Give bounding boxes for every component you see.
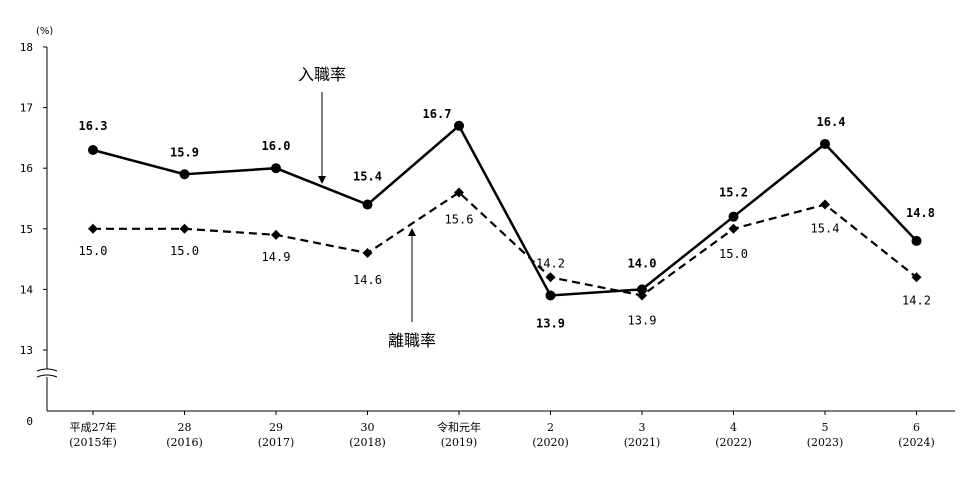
data-label-separation-rate: 15.0 [719, 247, 748, 261]
x-tick-label-year: (2020) [532, 436, 569, 449]
data-label-separation-rate: 15.4 [811, 222, 840, 236]
data-label-entry-rate: 13.9 [536, 316, 565, 330]
data-label-entry-rate: 16.7 [423, 107, 452, 121]
y-tick-label: 17 [20, 102, 33, 115]
annotation-entry-rate: 入職率 [298, 65, 346, 84]
data-label-separation-rate: 14.9 [262, 250, 291, 264]
y-tick-label: 0 [26, 415, 33, 428]
y-tick-label: 16 [20, 162, 33, 175]
series-line-entry-rate [92, 123, 918, 297]
x-tick-label: 5 [822, 421, 829, 434]
data-point-entry-rate [637, 284, 647, 295]
data-point-separation-rate [637, 290, 647, 301]
x-tick-label: 2 [547, 421, 554, 434]
data-point-separation-rate [362, 248, 373, 259]
y-tick-label: 18 [20, 41, 33, 54]
data-point-entry-rate [820, 138, 830, 149]
data-label-separation-rate: 14.2 [902, 293, 931, 307]
y-axis-unit-label: (%) [36, 26, 53, 37]
data-label-separation-rate: 13.9 [628, 313, 657, 327]
data-point-separation-rate [88, 223, 98, 234]
data-label-entry-rate: 15.2 [719, 186, 748, 200]
y-axis: 18 17 16 15 14 13 0 [20, 41, 58, 428]
data-label-entry-rate: 14.0 [628, 256, 657, 270]
x-tick-label-year: (2022) [715, 436, 752, 449]
x-tick-label-year: (2016) [166, 436, 203, 449]
x-tick-label: 30 [361, 421, 375, 434]
series-line-separation-rate [93, 191, 918, 297]
y-tick-label: 15 [20, 223, 33, 236]
y-tick-label: 13 [20, 344, 33, 357]
y-tick-label: 14 [20, 283, 34, 296]
data-label-entry-rate: 14.8 [906, 206, 935, 220]
x-tick-label: 令和元年 [437, 420, 481, 434]
data-point-entry-rate [88, 145, 98, 156]
x-tick-label-year: (2021) [624, 436, 661, 449]
data-point-entry-rate [179, 169, 190, 180]
x-tick-label: 6 [913, 421, 920, 434]
data-point-separation-rate [179, 223, 190, 234]
x-tick-label: 3 [639, 421, 646, 434]
x-tick-label-year: (2024) [898, 436, 935, 449]
data-label-entry-rate: 16.4 [817, 115, 846, 129]
data-label-entry-rate: 16.0 [262, 139, 291, 153]
data-label-layer: 16.3 15.9 16.0 15.4 16.7 13.9 14.0 15.2 16.4 14.8… [79, 107, 935, 331]
data-point-entry-rate [911, 235, 922, 246]
x-axis: 平成27年(2015年) 28 (2016) 29 (2017) 30 (2018) 令和元年… [47, 410, 955, 449]
data-point-entry-rate [362, 199, 373, 210]
x-tick-label: 28 [178, 421, 192, 434]
x-tick-label-year: (2019) [441, 436, 478, 449]
data-label-entry-rate: 15.9 [170, 145, 199, 159]
data-point-separation-rate [545, 272, 556, 283]
axis-break-mark-lower [36, 374, 58, 378]
data-point-entry-rate [728, 211, 739, 222]
data-point-separation-rate [820, 199, 830, 210]
data-label-separation-rate: 15.0 [170, 244, 199, 258]
series-layer [88, 120, 922, 301]
data-point-entry-rate [271, 163, 281, 174]
data-point-separation-rate [271, 229, 281, 240]
x-tick-label-year: (2018) [349, 436, 386, 449]
data-point-entry-rate [454, 120, 464, 131]
data-label-separation-rate: 14.6 [353, 273, 382, 287]
x-tick-label: 29 [269, 421, 283, 434]
x-tick-label: 平成27年 [70, 420, 117, 434]
data-point-separation-rate [454, 187, 464, 198]
data-label-separation-rate: 15.6 [445, 212, 474, 226]
x-tick-label-year: (2023) [807, 436, 844, 449]
x-tick-label: 4 [730, 421, 737, 434]
data-point-separation-rate [911, 272, 922, 283]
data-label-separation-rate: 14.2 [536, 256, 565, 270]
data-label-entry-rate: 15.4 [353, 170, 382, 184]
data-point-separation-rate [728, 223, 739, 234]
data-point-entry-rate [545, 290, 556, 301]
x-tick-label-year: (2017) [258, 436, 295, 449]
axis-break-mark-upper [36, 368, 58, 372]
data-label-entry-rate: 16.3 [79, 119, 108, 133]
annotation-separation-rate: 離職率 [388, 331, 436, 350]
x-tick-label-year: (2015年) [69, 435, 117, 449]
data-label-separation-rate: 15.0 [79, 244, 108, 258]
